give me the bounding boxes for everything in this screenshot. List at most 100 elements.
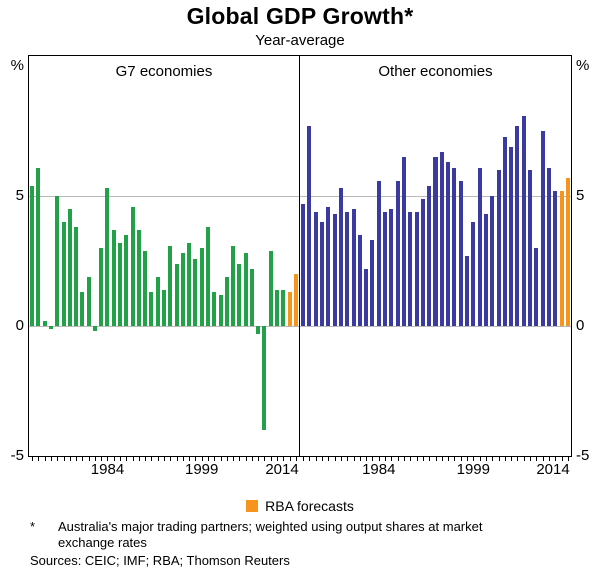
x-axis-tick [504, 457, 506, 461]
bar-g7-1978 [67, 209, 72, 327]
bar-g7-1977 [61, 222, 66, 327]
y-axis-label-left--5: -5 [10, 447, 24, 464]
bar-g7-2001 [212, 292, 217, 327]
x-axis-tick [113, 457, 115, 461]
x-axis-tick [63, 457, 65, 461]
x-axis-tick [88, 457, 90, 461]
bar-other-2012 [553, 191, 558, 327]
x-axis-tick [372, 457, 374, 461]
x-axis-tick [120, 457, 122, 461]
bar-g7-1973 [36, 167, 41, 327]
x-axis-tick [195, 457, 197, 461]
bar-other-1985 [383, 211, 388, 327]
bar-g7-1975 [48, 326, 53, 329]
bar-g7-1982 [92, 326, 97, 332]
bar-other-1990 [414, 211, 419, 327]
bar-other-1973 [307, 126, 312, 327]
x-axis-tick [264, 457, 266, 461]
x-axis-tick [397, 457, 399, 461]
x-axis-tick [416, 457, 418, 461]
bar-g7-1999 [199, 248, 204, 327]
bar-other-2014 [565, 178, 570, 327]
x-axis-tick [467, 457, 468, 461]
x-axis-tick [233, 457, 235, 461]
bar-g7-1981 [86, 276, 91, 327]
legend: RBA forecasts [0, 498, 600, 514]
x-axis-tick [366, 457, 368, 461]
x-axis-label-other-1984: 1984 [362, 461, 396, 478]
footnote-text: Australia's major trading partners; weig… [58, 519, 483, 550]
x-axis-tick [214, 457, 216, 461]
x-axis-tick [251, 457, 253, 461]
x-axis-tick [530, 457, 532, 461]
x-axis-tick [76, 457, 78, 461]
x-axis-tick [422, 457, 424, 461]
x-axis-tick [270, 457, 272, 461]
bar-other-1974 [313, 211, 318, 327]
x-axis-tick [82, 457, 84, 461]
bar-other-2005 [509, 146, 514, 327]
bar-g7-1983 [99, 248, 104, 327]
x-axis-tick [479, 457, 481, 461]
y-axis-label-right--5: -5 [576, 447, 590, 464]
bar-other-1986 [389, 209, 394, 327]
x-axis-tick [542, 457, 544, 461]
bar-g7-1995 [174, 263, 179, 327]
panel-label-other: Other economies [378, 63, 493, 80]
x-axis-tick [283, 457, 285, 461]
x-axis-tick [328, 457, 330, 461]
x-axis-tick [69, 457, 71, 461]
x-axis-tick [226, 457, 228, 461]
bar-g7-1979 [74, 227, 79, 327]
x-axis-tick [132, 457, 134, 461]
x-axis-label-g7-2014: 2014 [265, 461, 299, 478]
x-axis-tick [303, 457, 305, 461]
x-axis-tick [334, 457, 336, 461]
x-axis-tick [201, 457, 203, 461]
y-axis-label-right-5: 5 [576, 187, 585, 205]
x-axis-tick [485, 457, 487, 461]
bar-g7-2013 [287, 292, 292, 327]
bar-g7-1997 [187, 243, 192, 327]
bar-g7-2004 [231, 245, 236, 327]
bar-other-1975 [320, 222, 325, 327]
x-axis-tick [498, 457, 500, 461]
panel-other: Other economies [300, 56, 571, 461]
x-axis-tick [460, 457, 462, 461]
x-axis-tick [309, 457, 311, 461]
bar-g7-1974 [42, 320, 47, 327]
bar-other-2006 [515, 126, 520, 327]
legend-label: RBA forecasts [265, 498, 354, 514]
x-axis-tick [517, 457, 519, 461]
bar-other-1992 [427, 185, 432, 327]
bar-other-1997 [458, 180, 463, 327]
x-axis-tick [57, 457, 59, 461]
x-axis-tick [182, 457, 184, 461]
x-axis-tick [94, 457, 96, 461]
x-axis-tick [567, 457, 569, 461]
bar-g7-2003 [224, 276, 229, 327]
bar-g7-2000 [205, 227, 210, 327]
bar-g7-1991 [149, 292, 154, 327]
x-axis-tick [511, 457, 513, 461]
bar-other-1977 [332, 214, 337, 327]
x-axis-tick [44, 457, 46, 461]
x-axis-tick [536, 457, 538, 461]
x-axis-tick [38, 457, 40, 461]
bar-other-1978 [338, 188, 343, 327]
x-axis-label-other-1999: 1999 [456, 461, 490, 478]
sources-line: Sources: CEIC; IMF; RBA; Thomson Reuters [30, 553, 290, 568]
gridline-0 [29, 325, 571, 327]
bar-g7-1992 [155, 276, 160, 327]
x-axis-tick [448, 457, 450, 461]
panel-g7: G7 economies [29, 56, 300, 461]
bar-g7-2014 [293, 274, 298, 327]
x-axis-tick [107, 457, 109, 461]
x-axis-tick [138, 457, 140, 461]
bar-other-1988 [401, 157, 406, 327]
x-axis-tick [473, 457, 475, 461]
y-axis-label-left-0: 0 [15, 317, 24, 335]
x-axis-tick [391, 457, 393, 461]
bar-other-1980 [351, 209, 356, 327]
